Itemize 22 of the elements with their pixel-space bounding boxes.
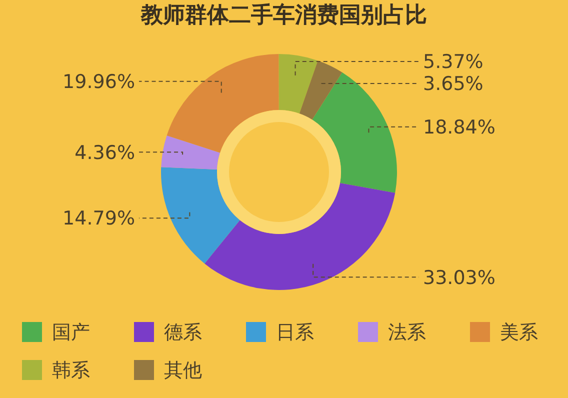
legend-label: 美系 (500, 322, 538, 344)
legend-label: 国产 (52, 322, 90, 344)
donut-slice (312, 72, 397, 193)
legend-label: 德系 (164, 322, 202, 344)
legend-label: 其他 (164, 360, 202, 382)
donut-slice (299, 60, 342, 120)
data-label: 5.37% (423, 51, 484, 74)
donut-slice (204, 182, 396, 290)
data-label: 33.03% (423, 266, 496, 289)
data-label: 18.84% (423, 116, 496, 139)
donut-slice (166, 54, 279, 153)
chart-title: 教师群体二手车消费国别占比 (140, 2, 427, 28)
data-label: 19.96% (62, 70, 135, 93)
donut-slice (161, 167, 240, 264)
donut-slice (278, 54, 318, 114)
legend-label: 韩系 (52, 360, 90, 382)
data-label: 3.65% (423, 73, 484, 96)
donut-slice (161, 135, 220, 170)
data-label: 4.36% (74, 142, 135, 164)
legend-label: 法系 (388, 322, 426, 344)
legend-label: 日系 (276, 322, 314, 344)
data-label: 14.79% (62, 208, 135, 230)
